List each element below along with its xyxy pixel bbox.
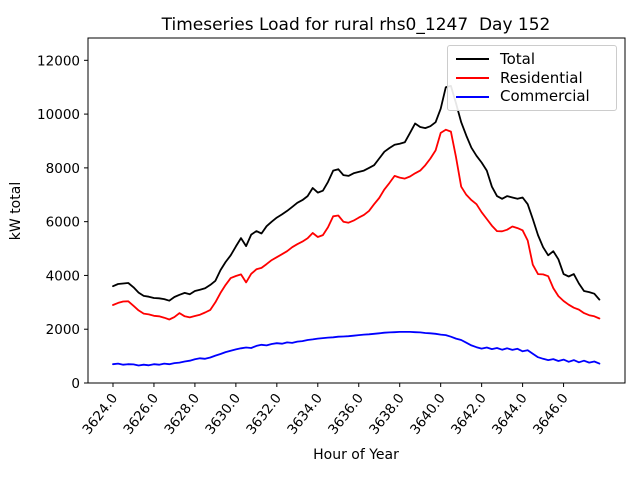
total-line-sample [456,58,489,61]
chart-title: Timeseries Load for rural rhs0_1247 Day … [161,15,551,35]
y-tick-label: 8000 [46,161,80,177]
y-tick-label: 4000 [46,268,80,284]
plot-area-border [87,37,626,384]
x-tick-label: 3628.0 [161,391,203,438]
legend-label-commercial: Commercial [500,87,590,106]
legend-label-residential: Residential [500,68,583,87]
commercial-line-sample [456,95,489,98]
x-tick-label: 3644.0 [489,391,531,438]
x-tick-label: 3626.0 [120,391,162,438]
legend-item-total: Total [456,49,608,68]
x-tick-label: 3630.0 [202,391,244,438]
x-axis-label: Hour of Year [313,447,399,463]
residential-line-sample [456,77,489,79]
legend-label-total: Total [500,49,536,68]
x-tick-label: 3624.0 [79,391,121,438]
x-tick-label: 3640.0 [407,391,449,438]
x-tick-label: 3646.0 [530,391,572,438]
y-tick-label: 12000 [37,53,80,69]
series-line-total [112,85,601,302]
x-tick-label: 3634.0 [284,391,326,438]
series-line-residential [112,128,601,321]
series-lines [112,85,601,367]
x-tick-label: 3636.0 [325,391,367,438]
x-tick-label: 3632.0 [243,391,285,438]
series-line-commercial [112,330,601,367]
legend-item-commercial: Commercial [456,89,608,104]
y-tick-label: 10000 [37,107,80,123]
legend: Total Residential Commercial [447,45,617,111]
x-tick-label: 3638.0 [366,391,408,438]
y-tick-label: 2000 [46,322,80,338]
legend-item-residential: Residential [456,68,608,87]
x-tick-label: 3642.0 [448,391,490,438]
y-axis-label: kW total [8,182,24,240]
y-tick-label: 6000 [46,215,80,231]
y-tick-label: 0 [71,376,80,392]
